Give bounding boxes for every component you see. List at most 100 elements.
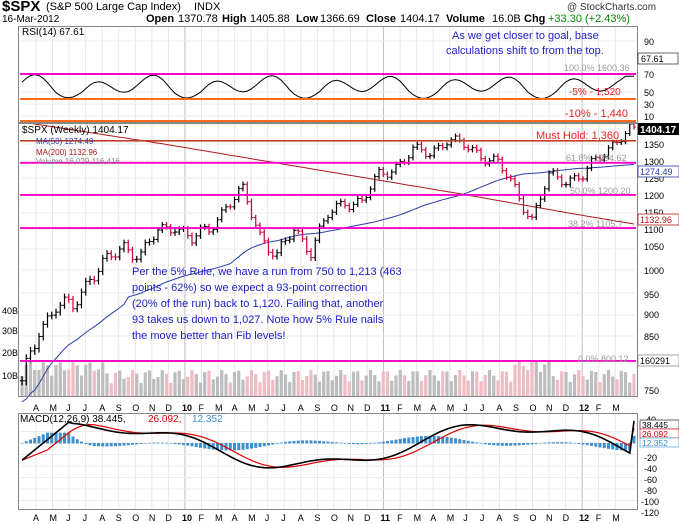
price-bar: [474, 144, 479, 153]
macd-tick: -100: [641, 497, 659, 507]
x-tick-label: M: [414, 513, 422, 523]
macd-hist-bar: [228, 443, 232, 451]
macd-hist-bar: [233, 443, 236, 451]
macd-hist-bar: [373, 442, 377, 444]
price-bar: [568, 175, 573, 188]
date-label: 16-Mar-2012: [2, 14, 60, 25]
macd-tick: -60: [644, 475, 657, 485]
macd-hist-bar: [441, 436, 445, 444]
volume-bar: [424, 375, 428, 396]
price-bar: [292, 227, 296, 243]
macd-hist-bar: [462, 439, 466, 444]
x-tick-label: 11: [381, 403, 391, 413]
level-label-minus5: -5% - 1,520: [569, 87, 621, 98]
x-tick-label: J: [463, 403, 468, 413]
volume-bar: [79, 375, 84, 396]
volume-bar: [564, 371, 568, 396]
macd-hist-bar: [24, 441, 28, 444]
volume-bar: [186, 376, 190, 396]
vol-tick: 30B: [2, 326, 18, 336]
price-value-box-text: 1404.17: [640, 125, 677, 136]
vol-tick: 20B: [2, 348, 18, 358]
volume-bar: [351, 371, 356, 396]
x-tick-label: D: [165, 513, 172, 523]
x-tick-label: O: [530, 403, 537, 413]
volume-bar: [347, 381, 351, 396]
volume-bar: [632, 374, 636, 396]
note-line: Per the 5% Rule, we have a run from 750 …: [132, 266, 402, 278]
level-label-100pct: 100.0% 1600.36: [564, 63, 630, 73]
volume-bar: [105, 373, 109, 396]
price-bar: [300, 228, 305, 243]
price-tick: 900: [644, 310, 659, 320]
macd-hist-bar: [41, 434, 45, 444]
volume-bar: [475, 371, 479, 396]
x-tick-label: A: [298, 403, 304, 413]
x-tick-label: J: [281, 403, 286, 413]
macd-hist-bar: [97, 443, 100, 447]
volume-bar: [390, 380, 394, 396]
macd-hist-bar: [628, 443, 632, 451]
price-bar: [309, 248, 313, 262]
macd-hist-bar: [471, 441, 474, 444]
macd-hist-bar: [403, 438, 406, 444]
volume-bar: [241, 379, 245, 396]
volume-bar: [458, 370, 462, 396]
macd-hist-bar: [296, 440, 300, 444]
rsi-tick: 30: [644, 100, 654, 110]
rsi-tick: 50: [644, 88, 654, 98]
volume-legend: Volume 16,029,116,416: [36, 157, 120, 166]
macd-hist-bar: [131, 443, 134, 445]
x-tick-label: A: [496, 403, 502, 413]
volume-bar: [415, 371, 419, 396]
analysis-note: Per the 5% Rule, we have a run from 750 …: [132, 266, 402, 342]
price-bar: [122, 239, 126, 253]
x-tick-label: J: [66, 513, 71, 523]
price-bar: [551, 168, 556, 176]
volume-bar: [466, 380, 470, 396]
volume-bar: [54, 364, 58, 396]
volume-bar: [258, 382, 262, 396]
volume-bar: [245, 376, 249, 396]
macd-hist-bar: [564, 442, 568, 444]
macd-hist-bar: [522, 443, 525, 446]
volume-bar: [606, 370, 611, 396]
x-tick-label: S: [116, 513, 122, 523]
volume-bar: [534, 361, 538, 396]
macd-hist-bar: [432, 435, 436, 444]
price-tick: 750: [644, 386, 659, 396]
volume-bar: [547, 360, 551, 396]
rsi-annotation-line1: As we get closer to goal, base: [452, 30, 599, 42]
price-bar: [207, 223, 211, 235]
price-bar: [266, 237, 271, 256]
volume-bar: [215, 376, 220, 396]
macd-hist-bar: [288, 441, 292, 444]
macd-hist-bar: [75, 439, 79, 444]
x-tick-label: J: [265, 513, 270, 523]
price-legend-title: $SPX (Weekly) 1404.17: [22, 125, 129, 136]
volume-bar: [492, 375, 496, 396]
price-bar: [364, 194, 369, 203]
volume-bar: [453, 375, 458, 396]
volume-bar: [50, 375, 54, 396]
volume-bar: [560, 370, 564, 396]
price-tick: 1350: [644, 140, 664, 150]
macd-hist-bar: [454, 438, 457, 444]
price-bar: [466, 144, 471, 153]
x-tick-label: A: [298, 513, 304, 523]
macd-hist-bar: [301, 440, 304, 444]
x-axis-labels-upper: A M J J A S O N D 10 F M A M J J A S O N D 11 F M A M J J A S O N D 12 F M: [33, 403, 620, 413]
x-tick-label: F: [397, 403, 403, 413]
volume-bar: [381, 371, 385, 396]
macd-hist-bar: [568, 442, 572, 444]
price-tick: 1100: [644, 225, 663, 235]
macd-hist-bar: [326, 441, 330, 444]
x-tick-label: A: [430, 403, 436, 413]
macd-hist-bar: [203, 443, 207, 449]
macd-hist-bar: [305, 440, 309, 444]
price-bar: [445, 142, 449, 151]
macd-hist-bar: [590, 443, 593, 446]
volume-bar: [326, 371, 330, 396]
price-bar: [224, 203, 228, 213]
price-bar: [585, 165, 590, 182]
